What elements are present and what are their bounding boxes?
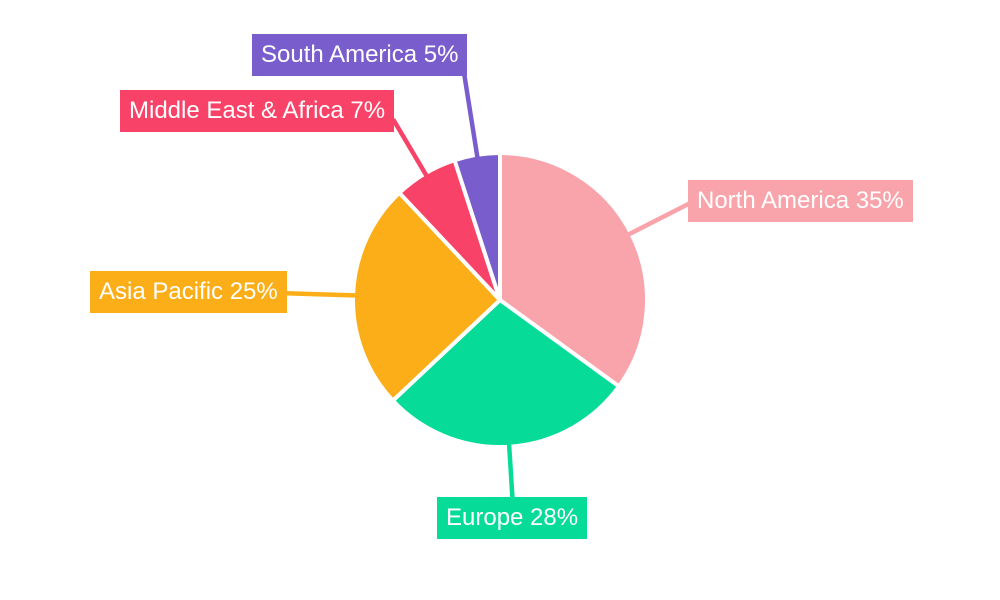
leader-line-north-america [625,200,693,238]
leader-line-asia-pacific [285,291,359,298]
callout-label-north-america: North America 35% [688,180,913,222]
callout-label-middle-east-africa: Middle East & Africa 7% [120,90,395,132]
leader-line-south-america [461,72,481,161]
callout-label-asia-pacific: Asia Pacific 25% [90,271,287,313]
callout-label-europe: Europe 28% [437,497,588,539]
leader-line-middle-east-africa [391,118,430,179]
pie-slices-group [350,150,649,450]
callout-label-south-america: South America 5% [252,34,468,76]
